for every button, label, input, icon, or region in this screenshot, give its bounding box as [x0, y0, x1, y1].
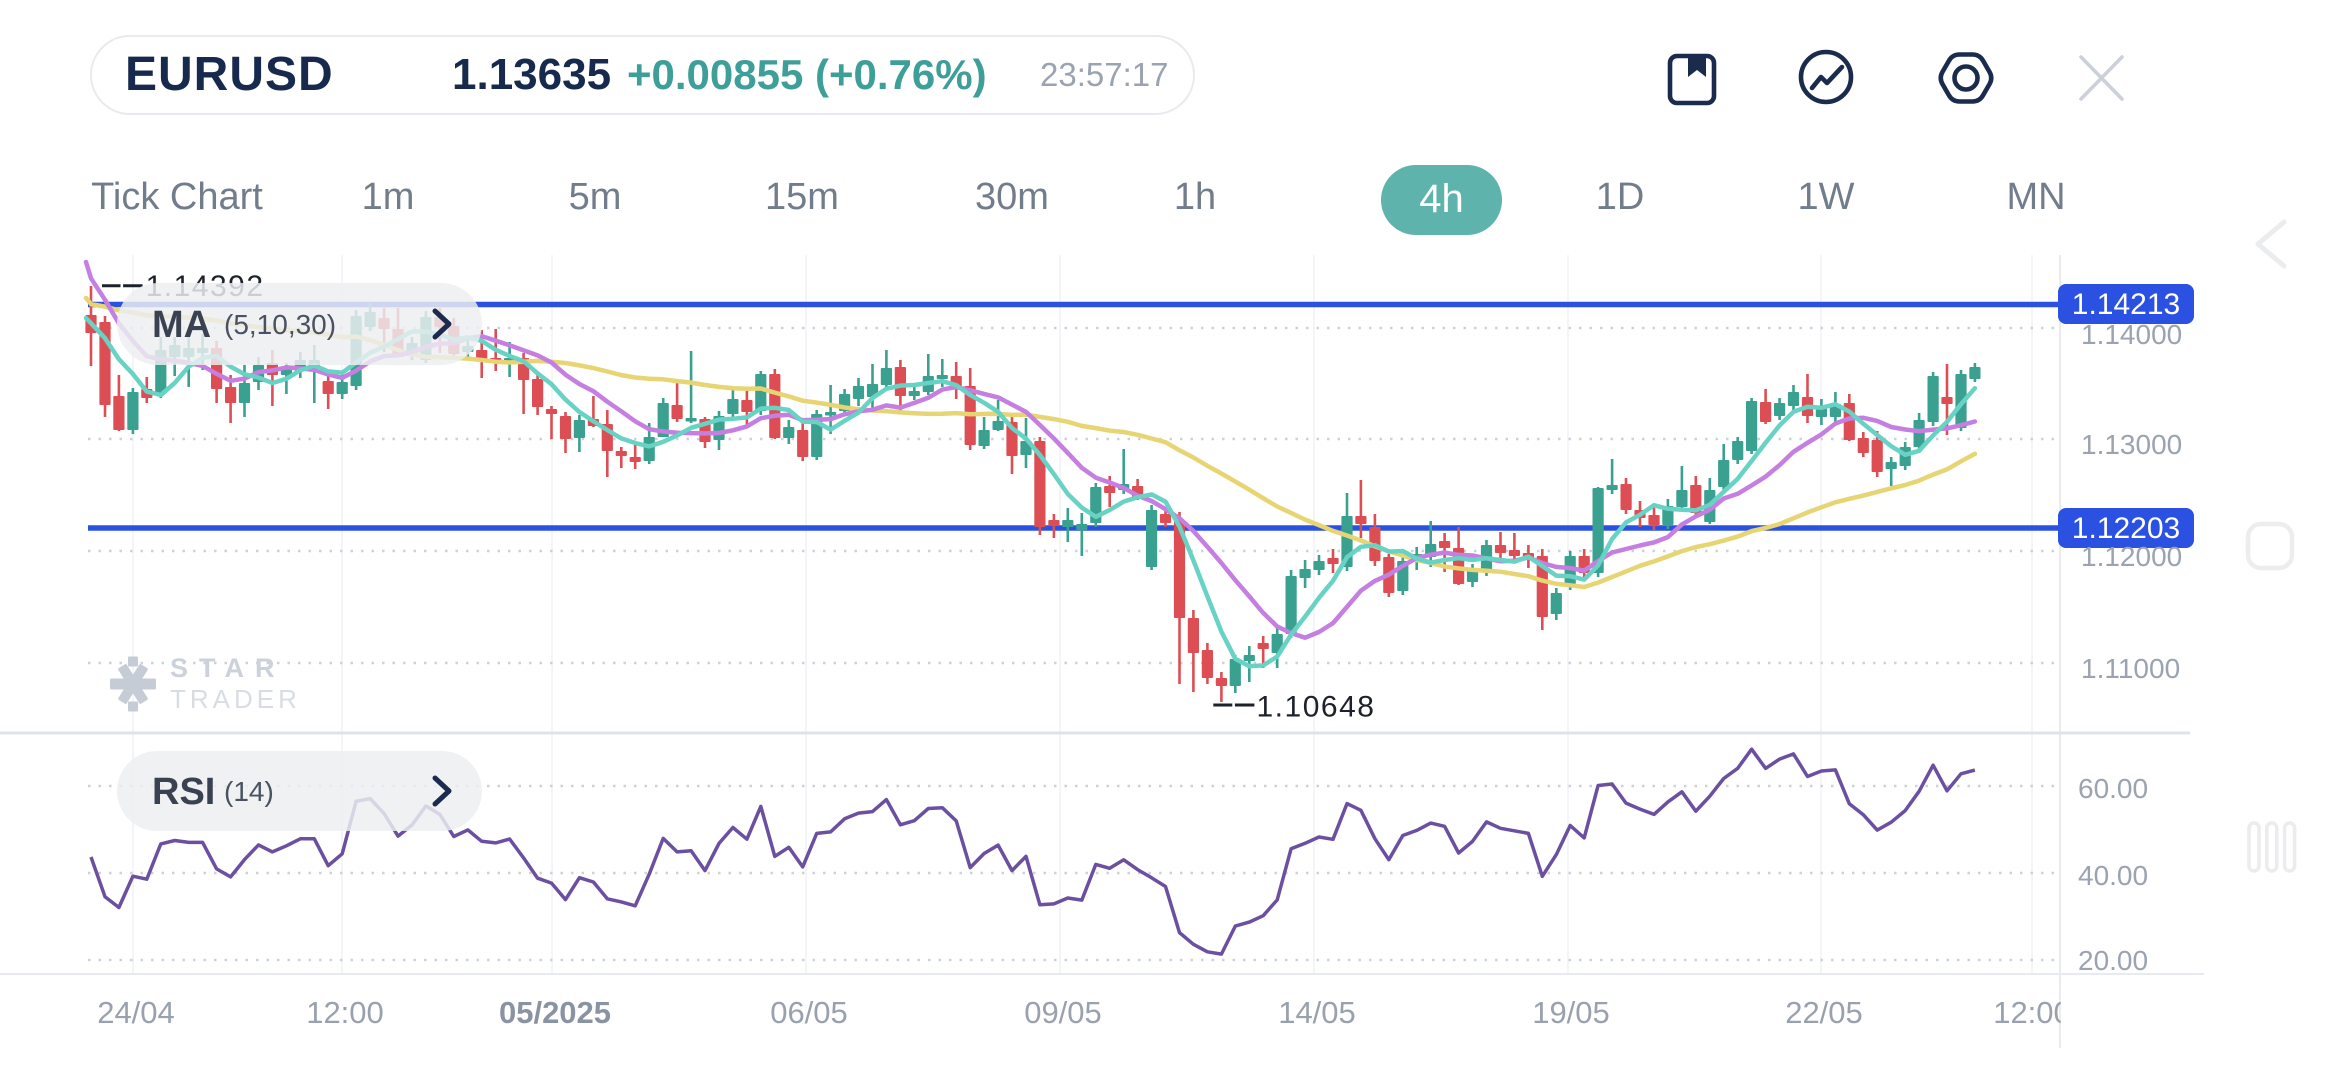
svg-text:14/05: 14/05: [1278, 995, 1356, 1030]
svg-text:22/05: 22/05: [1785, 995, 1863, 1030]
svg-text:(5,10,30): (5,10,30): [224, 309, 336, 340]
svg-text:09/05: 09/05: [1024, 995, 1102, 1030]
svg-text:(14): (14): [224, 776, 274, 807]
svg-text:1.14000: 1.14000: [2081, 319, 2182, 350]
svg-text:05/2025: 05/2025: [499, 995, 611, 1030]
svg-text:1.12203: 1.12203: [2072, 512, 2180, 545]
svg-text:40.00: 40.00: [2078, 860, 2148, 891]
svg-text:19/05: 19/05: [1532, 995, 1610, 1030]
svg-text:12:00: 12:00: [1993, 995, 2071, 1030]
svg-text:1.13000: 1.13000: [2081, 429, 2182, 460]
svg-text:1.12000: 1.12000: [2081, 541, 2182, 572]
svg-text:60.00: 60.00: [2078, 773, 2148, 804]
svg-text:12:00: 12:00: [306, 995, 384, 1030]
svg-text:STAR: STAR: [170, 653, 286, 683]
svg-text:TRADER: TRADER: [170, 684, 301, 714]
svg-text:1.14213: 1.14213: [2072, 288, 2180, 321]
svg-text:RSI: RSI: [152, 771, 215, 813]
svg-text:1.11000: 1.11000: [2081, 653, 2180, 684]
svg-text:06/05: 06/05: [770, 995, 848, 1030]
svg-text:20.00: 20.00: [2078, 945, 2148, 976]
svg-text:24/04: 24/04: [97, 995, 175, 1030]
svg-text:1.10648: 1.10648: [1257, 691, 1376, 724]
svg-text:MA: MA: [152, 304, 211, 346]
